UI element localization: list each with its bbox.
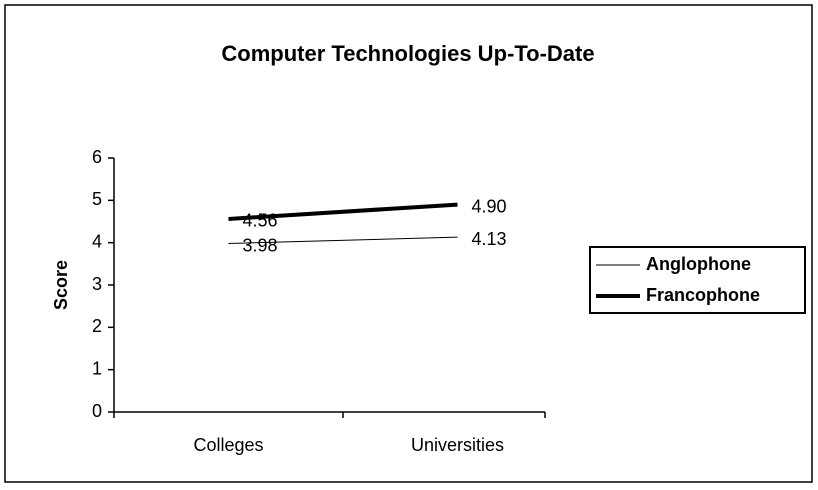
y-tick-label: 2 [92, 316, 102, 336]
chart-title: Computer Technologies Up-To-Date [221, 41, 594, 66]
data-label: 4.90 [472, 196, 507, 216]
legend-label: Francophone [646, 285, 760, 305]
series-line [228, 202, 458, 221]
data-label: 4.13 [472, 229, 507, 249]
y-tick-label: 3 [92, 274, 102, 294]
legend-box [589, 246, 806, 314]
data-label: 4.56 [243, 211, 278, 231]
legend-label: Anglophone [646, 254, 751, 274]
x-tick-label: Universities [411, 435, 504, 455]
y-tick-label: 0 [92, 401, 102, 421]
y-tick-label: 4 [92, 231, 102, 251]
y-tick-label: 1 [92, 358, 102, 378]
series-line [228, 236, 458, 245]
y-tick-label: 5 [92, 189, 102, 209]
y-tick-label: 6 [92, 147, 102, 167]
data-label: 3.98 [243, 235, 278, 255]
x-tick-label: Colleges [193, 435, 263, 455]
y-axis-label: Score [51, 260, 71, 310]
chart-frame [4, 4, 813, 483]
